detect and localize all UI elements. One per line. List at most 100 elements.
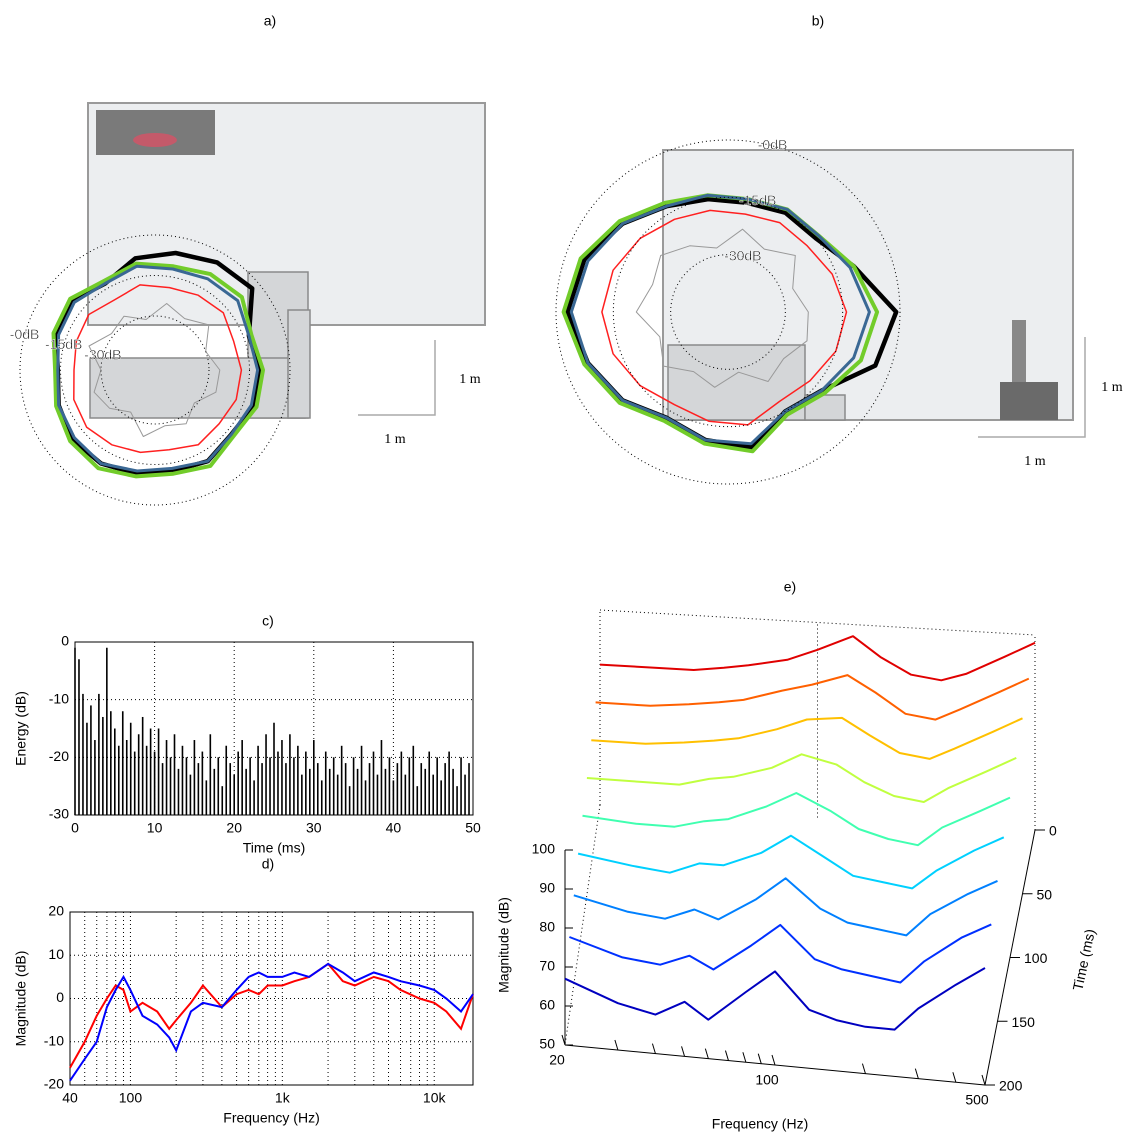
y-tick-label: 90	[539, 880, 555, 896]
speaker	[1012, 320, 1026, 382]
polar-ring	[555, 139, 901, 485]
z-tick-label: 150	[1012, 1014, 1036, 1030]
polar-curve	[601, 209, 848, 426]
x-axis-label: Frequency (Hz)	[712, 1116, 808, 1132]
scale-bars	[358, 337, 1086, 438]
x-tick	[981, 1074, 986, 1086]
y-tick-label: -20	[49, 748, 69, 764]
x-tick-label: 40	[386, 820, 402, 836]
box-edge	[564, 804, 601, 1046]
y-tick-label: 20	[48, 903, 64, 919]
x-tick-label: 100	[119, 1090, 143, 1106]
x-tick-label: 20	[549, 1052, 565, 1068]
waterfall-slice	[577, 834, 1005, 890]
y-tick-label: 80	[539, 919, 555, 935]
polar-ring	[670, 254, 786, 370]
waterfall-slice	[595, 674, 1030, 721]
y-tick-label: -20	[44, 1076, 64, 1092]
ring-label: -30dB	[724, 247, 761, 263]
scale-label: 1 m	[459, 372, 481, 387]
z-tick-label: 100	[1024, 950, 1048, 966]
x-minor-tick	[704, 1048, 709, 1059]
panel-title: a)	[264, 13, 276, 29]
x-minor-tick	[861, 1063, 866, 1074]
room-b	[662, 149, 1074, 421]
panel-title: b)	[812, 13, 824, 29]
table	[667, 344, 806, 421]
box-edge	[599, 609, 1036, 636]
polar-curve	[73, 284, 243, 454]
panel-title: d)	[262, 856, 274, 872]
z-tick-label: 200	[999, 1078, 1023, 1094]
x-minor-tick	[724, 1050, 729, 1061]
y-axis-label: Magnitude (dB)	[13, 951, 29, 1047]
waterfall-slice	[586, 753, 1017, 803]
speaker-icon	[133, 133, 177, 147]
x-tick	[561, 1034, 566, 1046]
x-tick-label: 10k	[423, 1090, 447, 1106]
ring-label: -15dB	[45, 336, 82, 352]
z-axis-label: Time (ms)	[1069, 928, 1098, 992]
panel-title: e)	[784, 579, 796, 595]
scale-label: 1 m	[384, 432, 406, 447]
y-tick-label: 60	[539, 997, 555, 1013]
polar-curve	[56, 264, 260, 473]
x-tick-label: 100	[755, 1072, 779, 1088]
y-tick-label: 10	[48, 946, 64, 962]
waterfall-slice	[582, 792, 1011, 847]
waterfall-slice	[569, 923, 992, 984]
x-tick-label: 10	[147, 820, 163, 836]
ring-label: -15dB	[739, 192, 776, 208]
x-tick-label: 20	[226, 820, 242, 836]
x-tick-label: 500	[965, 1092, 989, 1108]
waterfall-slice	[591, 716, 1023, 760]
waterfall-slice	[599, 635, 1036, 682]
x-minor-tick	[651, 1043, 656, 1054]
waterfall-slice	[564, 967, 986, 1031]
y-tick-label: 0	[61, 633, 69, 649]
polar-curve	[569, 193, 871, 446]
x-tick-label: 1k	[275, 1090, 291, 1106]
line	[69, 962, 474, 1082]
polar-ring	[612, 196, 844, 428]
x-minor-tick	[952, 1072, 957, 1083]
y-tick-label: 50	[539, 1036, 555, 1052]
polar-curve	[51, 261, 265, 479]
line	[69, 962, 474, 1069]
polar-curve	[88, 303, 221, 437]
sofa-arm	[287, 309, 311, 419]
sofa	[89, 357, 306, 419]
scale-label: 1 m	[1024, 454, 1046, 469]
y-tick-label: -30	[49, 806, 69, 822]
x-tick	[771, 1054, 776, 1066]
scale-label: 1 m	[1101, 380, 1123, 395]
z-tick-label: 0	[1049, 823, 1057, 839]
ring-label: -0dB	[758, 137, 788, 153]
polar-ring	[100, 315, 210, 425]
y-tick-label: 0	[56, 989, 64, 1005]
plot-frame	[69, 911, 474, 1086]
x-minor-tick	[757, 1053, 762, 1064]
y-axis-label: Magnitude (dB)	[496, 897, 512, 993]
x-minor-tick	[742, 1052, 747, 1063]
polar-ring	[19, 234, 291, 506]
z-tick-label: 50	[1037, 886, 1053, 902]
polar-curve	[635, 228, 809, 388]
waterfall-slice	[573, 877, 998, 937]
room-a	[87, 102, 486, 419]
y-axis-label: Energy (dB)	[13, 691, 29, 766]
x-tick-label: 50	[465, 820, 481, 836]
scale-bar	[978, 337, 1086, 438]
y-tick-label: -10	[49, 690, 69, 706]
y-tick-label: 100	[532, 841, 556, 857]
scale-bar	[358, 340, 436, 416]
x-axis-label: Frequency (Hz)	[223, 1110, 319, 1126]
polar-ring	[60, 275, 250, 465]
x-tick-label: 0	[71, 820, 79, 836]
x-tick-label: 40	[62, 1090, 78, 1106]
ring-label: -0dB	[10, 326, 40, 342]
x-axis-label: Time (ms)	[243, 840, 305, 856]
y-tick-label: 70	[539, 958, 555, 974]
x-minor-tick	[681, 1046, 686, 1057]
